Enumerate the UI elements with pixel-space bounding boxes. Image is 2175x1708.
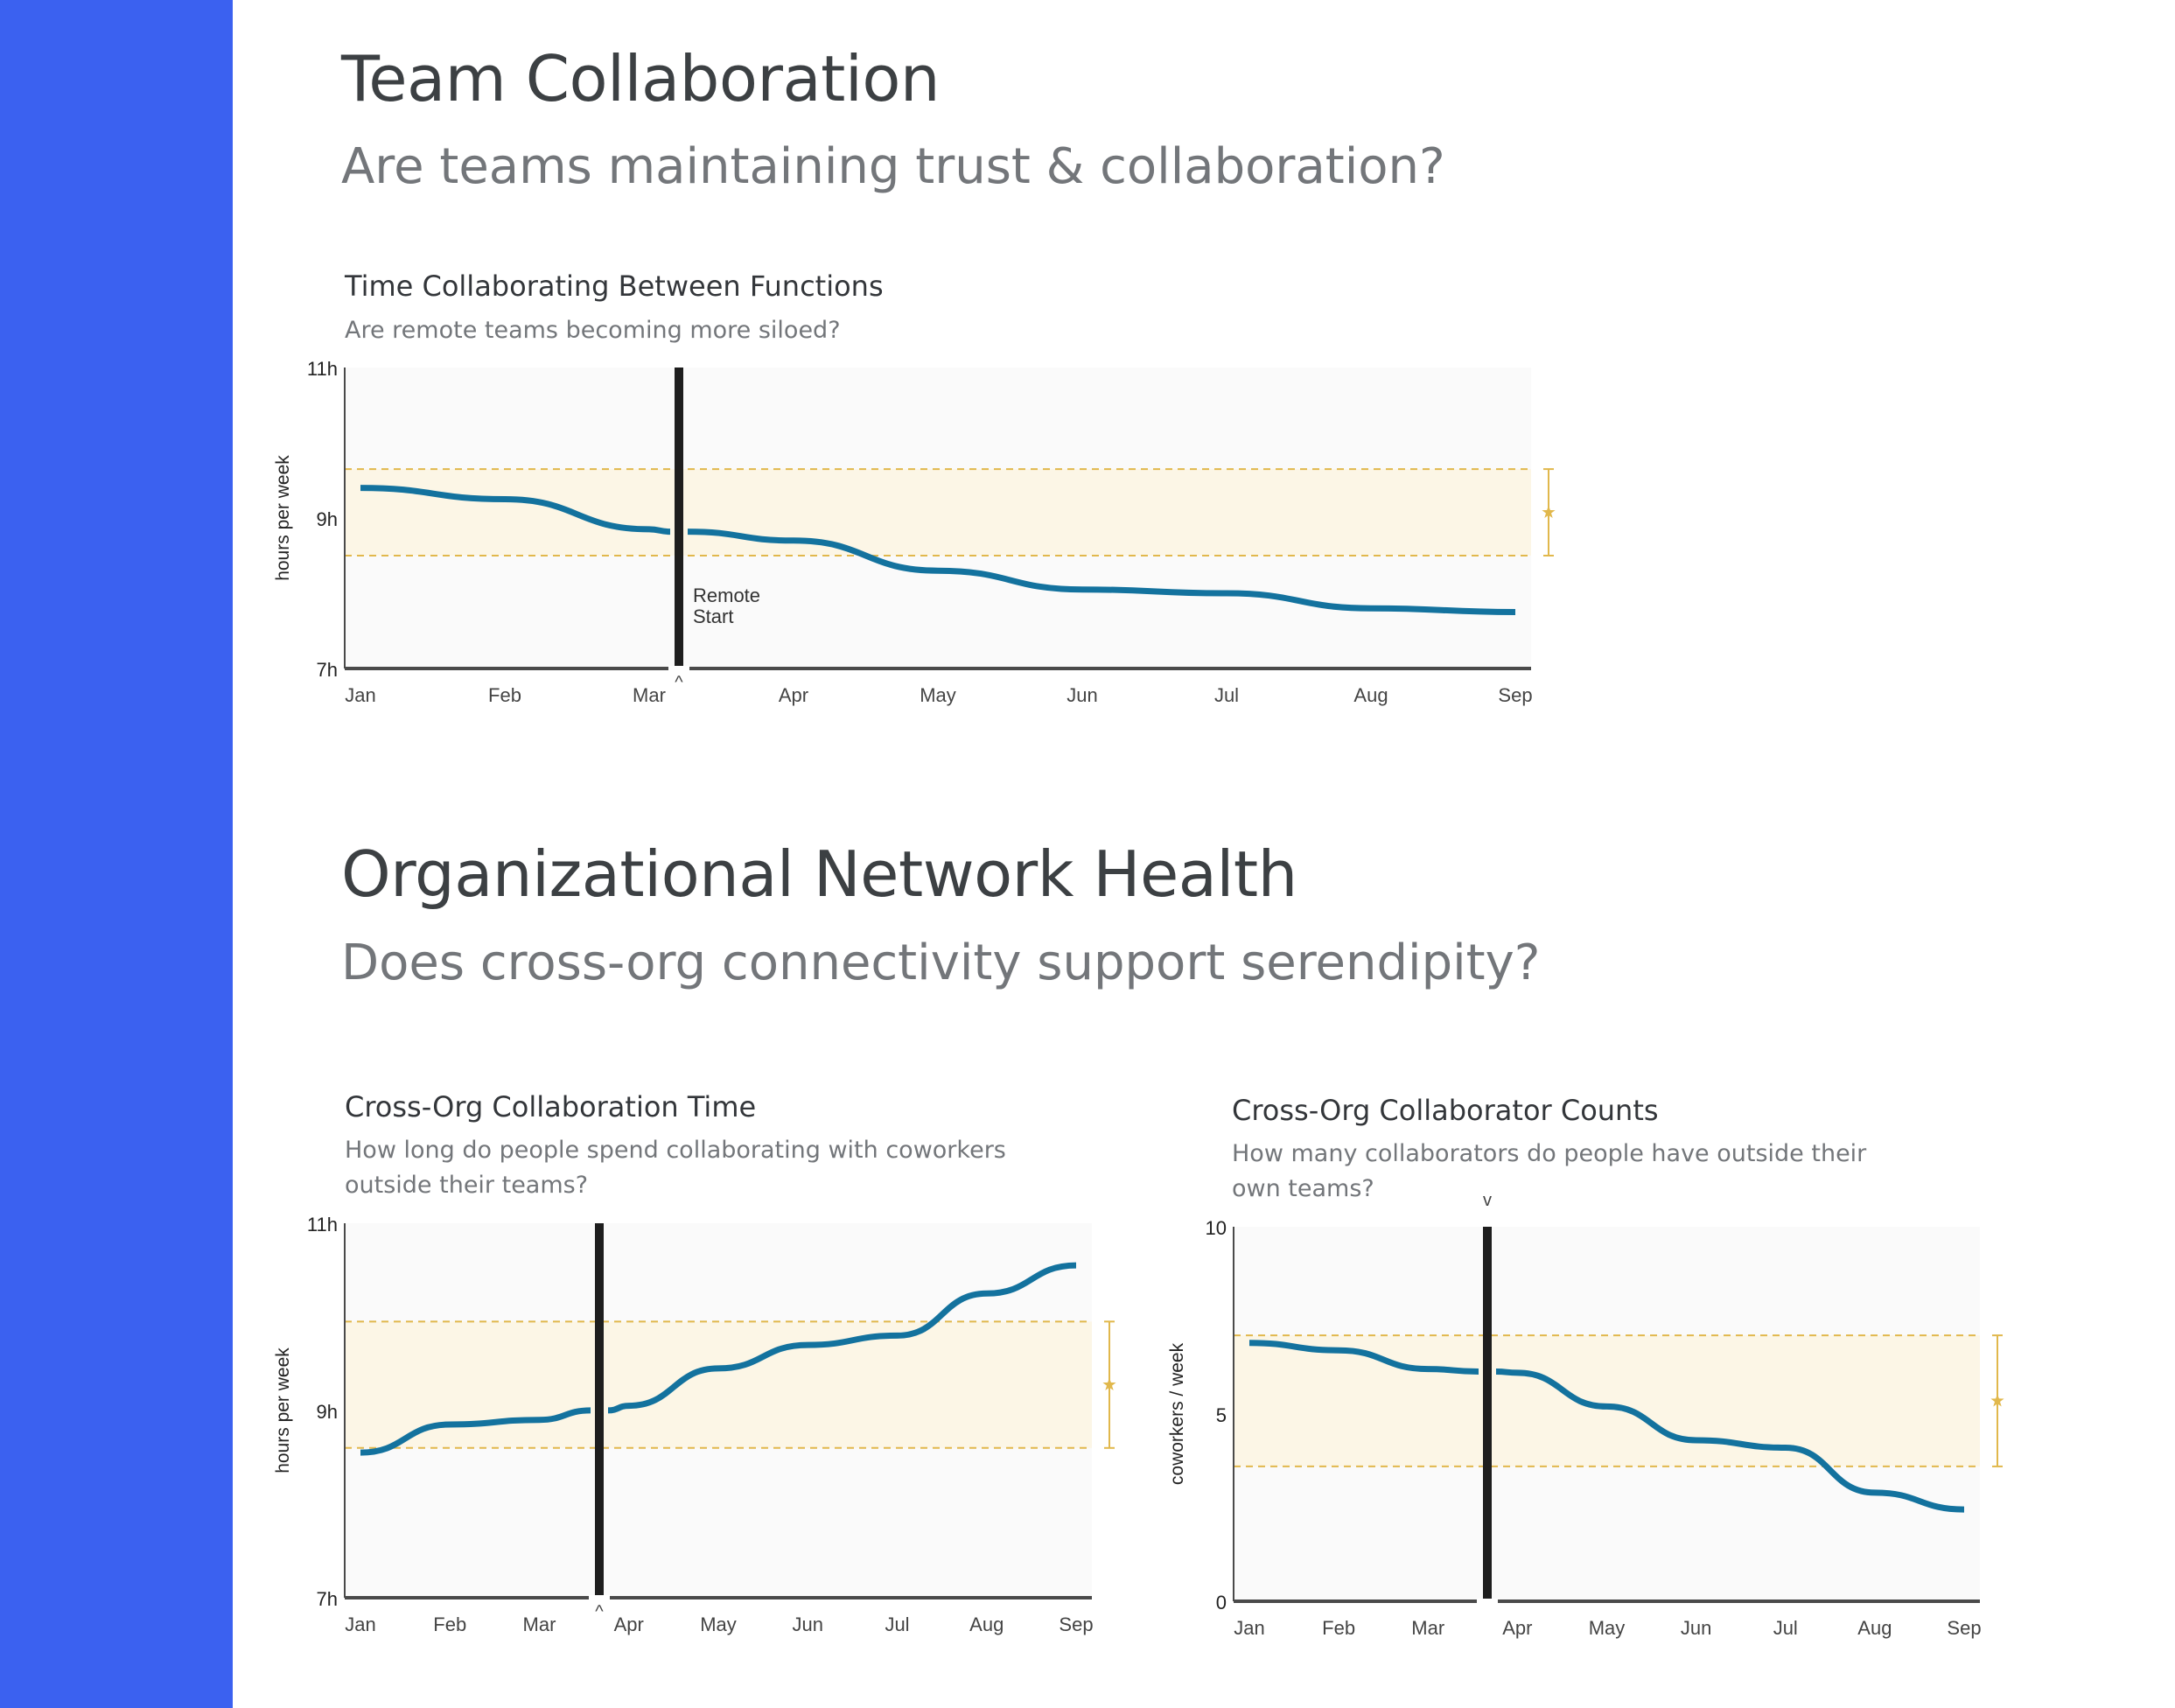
series-line-before [1248,1340,1479,1375]
event-marker [675,368,683,670]
event-marker-label: Remote [693,584,760,606]
x-tick-label: Jan [345,1614,375,1635]
x-tick-label: Sep [1059,1614,1093,1635]
y-tick-label: 0 [1216,1592,1227,1614]
y-tick-label: 9h [317,1401,338,1423]
x-tick-label: May [700,1614,737,1635]
x-tick-label: Mar [633,684,666,706]
event-marker-caret: ^ [595,1602,604,1621]
y-tick-label: 11h [307,1214,338,1236]
x-tick-label: Aug [1353,684,1388,706]
event-marker [595,1223,604,1600]
x-tick-label: Sep [1947,1617,1981,1639]
x-tick-label: Apr [1502,1617,1532,1639]
x-tick-label: Sep [1498,684,1532,706]
x-tick-label: Feb [488,684,521,706]
y-tick-label: 11h [307,358,338,380]
star-icon [1542,505,1556,518]
chart-subtitle-cross-org-time: How long do people spend collaborating w… [345,1137,1006,1199]
series-line-after [1495,1368,1965,1513]
chart-subtitle-collaborator-counts: How many collaborators do people have ou… [1232,1140,1867,1202]
y-axis-title: coworkers / week [1167,1342,1187,1485]
x-tick-label: Feb [1322,1617,1355,1639]
x-tick-label: Jul [885,1614,909,1635]
x-tick-label: May [920,684,956,706]
section-title-team-collaboration: Team Collaboration [341,42,941,116]
x-tick-label: Aug [969,1614,1004,1635]
section-title-network-health: Organizational Network Health [341,837,1297,911]
section-subtitle-network-health: Does cross-org connectivity support sere… [341,934,1541,991]
sidebar [0,0,233,1708]
section-subtitle-team-collaboration: Are teams maintaining trust & collaborat… [341,138,1445,195]
chart-title-collaborator-counts: Cross-Org Collaborator Counts [1232,1094,1659,1127]
event-marker-axis-gap [589,1595,610,1602]
x-tick-label: Jul [1214,684,1239,706]
x-tick-label: May [1589,1617,1626,1639]
x-tick-label: Mar [1411,1617,1444,1639]
series-line-after [607,1262,1077,1414]
y-tick-label: 7h [317,1588,338,1610]
y-tick-label: 7h [317,659,338,681]
event-marker-caret: ^ [675,673,683,692]
x-tick-label: Apr [779,684,808,706]
y-tick-label: 5 [1216,1404,1227,1426]
chart-title-functions: Time Collaborating Between Functions [345,270,884,303]
x-tick-label: Mar [523,1614,556,1635]
x-tick-label: Apr [614,1614,644,1635]
series-line-before [360,1407,591,1456]
event-marker [1483,1227,1492,1603]
x-tick-label: Jun [1681,1617,1711,1639]
x-tick-label: Jun [1067,684,1097,706]
y-tick-label: 10 [1206,1217,1227,1239]
chart-title-cross-org-time: Cross-Org Collaboration Time [345,1090,757,1124]
event-marker-caret: v [1483,1191,1492,1210]
x-tick-label: Jan [345,684,375,706]
x-tick-label: Aug [1857,1617,1892,1639]
reference-band [345,469,1531,556]
star-icon [1102,1377,1116,1390]
x-tick-label: Jun [793,1614,823,1635]
x-tick-label: Feb [433,1614,466,1635]
series-line-before [360,485,671,536]
y-axis-title: hours per week [273,455,293,581]
series-line-after [687,528,1516,615]
y-tick-label: 9h [317,508,338,530]
event-marker-label: Start [693,606,733,627]
event-marker-axis-gap [1477,1599,1498,1606]
star-icon [1990,1394,2004,1407]
reference-band [1234,1335,1980,1466]
x-tick-label: Jul [1773,1617,1798,1639]
y-axis-title: hours per week [273,1348,293,1474]
event-marker-axis-gap [668,666,689,673]
chart-subtitle-functions: Are remote teams becoming more siloed? [345,317,841,344]
x-tick-label: Jan [1234,1617,1264,1639]
